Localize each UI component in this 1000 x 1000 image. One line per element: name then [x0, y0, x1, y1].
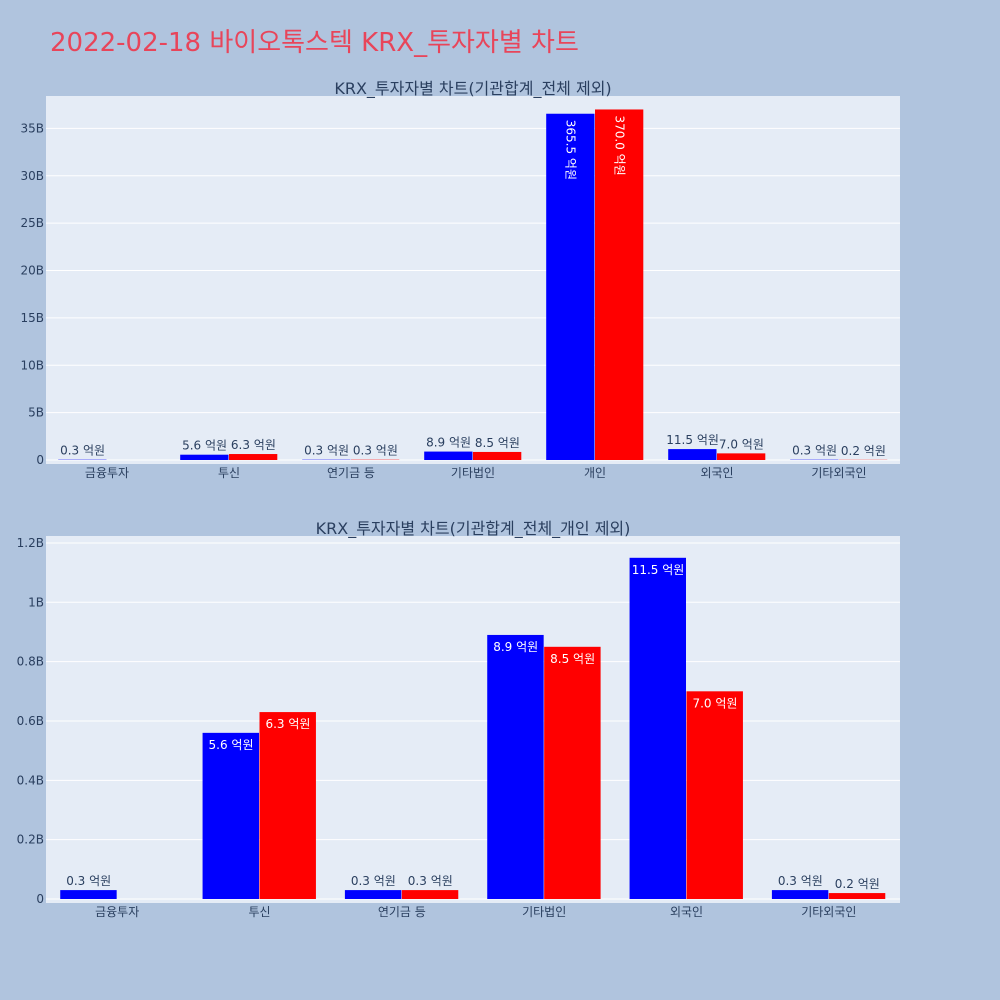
chart-institutions-excluded: 0 5B 10B 15B 20B 25B 30B 35B KRX_투자자별 차트(기관합계_전체…	[20, 79, 900, 480]
bar-data-label: 7.0 억원	[719, 437, 764, 451]
bar	[629, 557, 686, 899]
chart-title: KRX_투자자별 차트(기관합계_전체 제외)	[334, 79, 611, 99]
bar-data-label: 6.3 억원	[265, 717, 310, 731]
y-tick-label: 0	[36, 892, 44, 906]
bar-data-label: 0.3 억원	[304, 444, 349, 458]
bar-data-label: 0.3 억원	[353, 444, 398, 458]
x-tick-label: 개인	[584, 466, 606, 480]
x-tick-label: 금융투자	[95, 905, 139, 919]
x-tick-label: 외국인	[670, 905, 703, 919]
bar-data-label: 8.5 억원	[475, 436, 520, 450]
bar-data-label: 0.2 억원	[835, 877, 880, 891]
bar	[229, 454, 278, 460]
x-tick-label: 연기금 등	[327, 466, 375, 480]
bar-data-label: 8.5 억원	[550, 652, 595, 666]
y-tick-label: 30B	[20, 169, 44, 183]
bar-data-label: 8.9 억원	[493, 640, 538, 654]
bar	[668, 449, 717, 460]
x-tick-label: 금융투자	[85, 466, 129, 480]
y-tick-label: 0.4B	[17, 773, 44, 787]
bar-data-label: 0.3 억원	[351, 874, 396, 888]
bar-data-label: 365.5 억원	[564, 120, 578, 180]
bar-data-label: 370.0 억원	[612, 115, 626, 175]
bar	[717, 453, 766, 460]
y-tick-label: 10B	[20, 358, 44, 372]
bar	[473, 451, 522, 460]
bar-data-label: 0.3 억원	[66, 874, 111, 888]
x-tick-label: 투신	[218, 466, 240, 480]
page-title: 2022-02-18 바이오톡스텍 KRX_투자자별 차트	[50, 28, 579, 58]
y-tick-label: 5B	[28, 406, 44, 420]
bar	[259, 712, 316, 899]
y-tick-label: 1.2B	[17, 536, 44, 550]
y-tick-label: 0.2B	[17, 833, 44, 847]
bar-data-label: 0.3 억원	[408, 874, 453, 888]
x-tick-label: 기타외국인	[801, 905, 856, 919]
bar	[60, 890, 117, 899]
plot-area	[46, 96, 900, 464]
y-tick-label: 15B	[20, 311, 44, 325]
bar	[546, 113, 595, 460]
bar-data-label: 0.2 억원	[841, 444, 886, 458]
x-tick-label: 외국인	[700, 466, 733, 480]
x-tick-label: 기타법인	[451, 466, 495, 480]
bar	[424, 451, 473, 460]
bar-data-label: 11.5 억원	[666, 433, 719, 447]
plot-area	[46, 536, 900, 903]
y-tick-label: 0	[36, 453, 44, 467]
chart-title: KRX_투자자별 차트(기관합계_전체_개인 제외)	[316, 519, 631, 539]
bar	[401, 890, 459, 899]
x-tick-label: 투신	[248, 905, 270, 919]
x-tick-label: 연기금 등	[378, 905, 426, 919]
x-tick-label: 기타법인	[522, 905, 566, 919]
bar	[202, 732, 259, 899]
bar	[771, 890, 829, 899]
x-tick-label: 기타외국인	[811, 466, 866, 480]
bar-data-label: 8.9 억원	[426, 436, 471, 450]
bar	[344, 890, 402, 899]
y-tick-label: 0.8B	[17, 655, 44, 669]
y-tick-label: 25B	[20, 216, 44, 230]
bar-data-label: 0.3 억원	[60, 444, 105, 458]
bar	[180, 454, 229, 460]
bar	[686, 691, 743, 899]
bar	[544, 646, 601, 899]
bar-data-label: 11.5 억원	[632, 563, 685, 577]
bar	[595, 109, 644, 460]
bar-data-label: 7.0 억원	[692, 696, 737, 710]
bar-data-label: 6.3 억원	[231, 438, 276, 452]
bar	[487, 634, 544, 899]
bar-data-label: 5.6 억원	[209, 738, 254, 752]
y-tick-label: 20B	[20, 264, 44, 278]
bar	[828, 893, 886, 899]
y-tick-label: 35B	[20, 121, 44, 135]
y-tick-label: 0.6B	[17, 714, 44, 728]
y-tick-label: 1B	[28, 595, 44, 609]
bar-data-label: 0.3 억원	[792, 444, 837, 458]
bar-data-label: 5.6 억원	[182, 439, 227, 453]
bar-data-label: 0.3 억원	[778, 874, 823, 888]
